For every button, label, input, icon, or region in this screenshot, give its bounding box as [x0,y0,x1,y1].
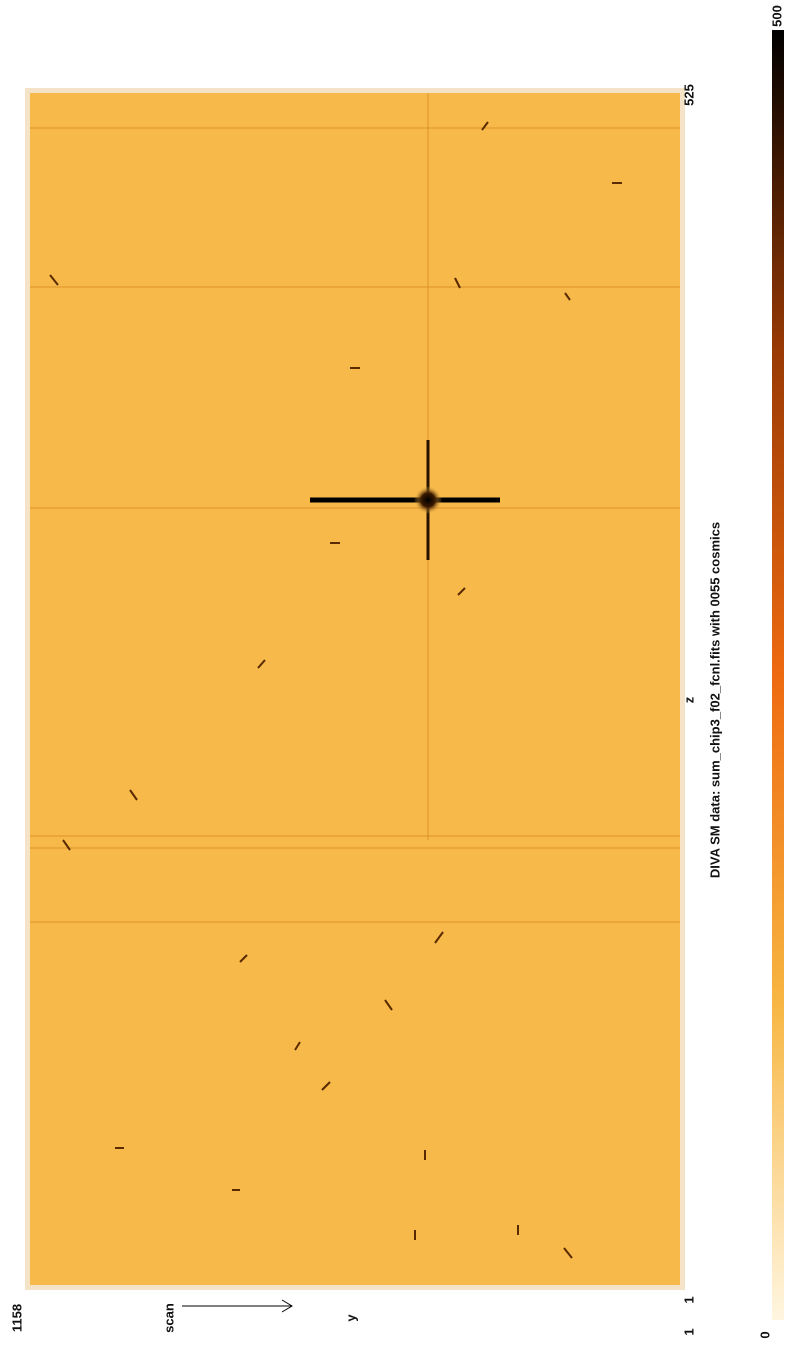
y-end-label: 1 [681,1328,696,1335]
figure: 1158 y 1 scan 1 z 525 DIVA SM data: sum_… [0,0,788,1347]
colorbar [772,30,784,1320]
colorbar-min: 0 [757,1331,772,1338]
title: DIVA SM data: sum_chip3_f02_fcnl.fits wi… [707,522,722,878]
y-axis-label: y [343,1314,358,1322]
scan-label: scan [161,1303,176,1333]
image-field [30,93,680,1285]
detector-image [25,88,685,1290]
z-end-label: 525 [681,84,696,106]
y-start-label: 1158 [9,1304,24,1332]
colorbar-max: 500 [769,5,784,27]
star-core [414,486,442,514]
z-start-label: 1 [681,1296,696,1303]
z-axis-label: z [681,696,696,703]
